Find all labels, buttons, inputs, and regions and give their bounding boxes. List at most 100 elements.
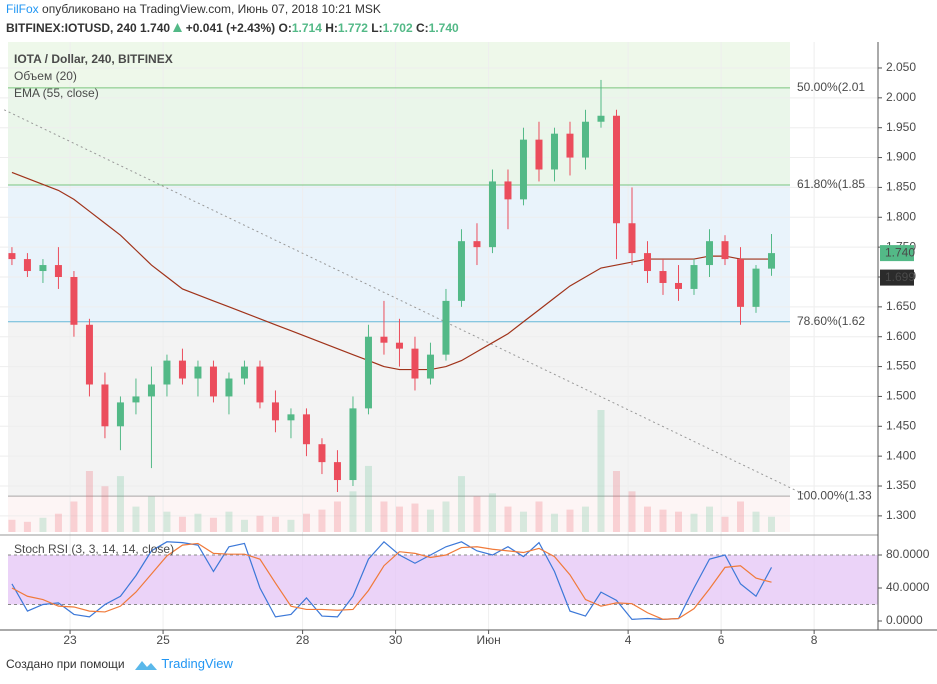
- last: 1.740: [140, 21, 171, 35]
- volume-bar: [194, 513, 202, 532]
- y-tick-label: 80.0000: [886, 547, 930, 561]
- candle-body: [209, 366, 217, 397]
- candle-body: [271, 402, 279, 421]
- volume-bar: [768, 516, 776, 532]
- legend-entry: IOTA / Dollar, 240, BITFINEX: [14, 52, 173, 66]
- open: 1.714: [291, 21, 322, 35]
- y-tick-label: 1.900: [886, 150, 916, 164]
- chart: 2.0502.0001.9501.9001.8501.8001.7501.700…: [0, 42, 937, 647]
- volume-bar: [457, 476, 465, 532]
- candle-body: [628, 223, 636, 254]
- volume-bar: [643, 506, 651, 532]
- volume-bar: [8, 519, 16, 532]
- candle-body: [85, 324, 93, 385]
- candle-body: [690, 265, 698, 289]
- candle-body: [101, 384, 109, 427]
- candle-body: [659, 271, 667, 283]
- stoch-line: [11, 542, 772, 620]
- candle-body: [597, 115, 605, 122]
- candle-body: [194, 366, 202, 379]
- volume-bar: [70, 501, 78, 532]
- fib-label: 61.80%(1.85: [797, 177, 865, 191]
- candle-body: [178, 360, 186, 379]
- volume-bar: [426, 509, 434, 532]
- volume-bar: [705, 506, 713, 532]
- y-tick-label: 1.400: [886, 448, 916, 462]
- volume-bar: [519, 511, 527, 532]
- candle-body: [364, 336, 372, 409]
- volume-bar: [54, 513, 62, 532]
- candle-body: [132, 396, 140, 403]
- candle-body: [752, 268, 760, 307]
- candle-body: [674, 282, 682, 289]
- volume-bar: [271, 516, 279, 532]
- volume-bar: [132, 506, 140, 532]
- volume-bar: [23, 521, 31, 532]
- candle-body: [287, 414, 295, 421]
- fib-zone: [8, 496, 790, 532]
- candle-body: [225, 378, 233, 397]
- y-tick-label: 1.550: [886, 359, 916, 373]
- low: 1.702: [382, 21, 413, 35]
- volume-bar: [566, 509, 574, 532]
- author[interactable]: FilFox: [6, 2, 39, 16]
- y-tick-label: 1.850: [886, 180, 916, 194]
- candle-body: [721, 241, 729, 260]
- x-tick-label: 23: [63, 633, 77, 647]
- candle-body: [333, 462, 341, 481]
- close-label: C:: [415, 21, 429, 35]
- fib-label: 50.00%(2.01: [797, 80, 865, 94]
- candle-body: [302, 414, 310, 445]
- candle-body: [457, 241, 465, 301]
- volume-bar: [752, 511, 760, 532]
- candle-body: [411, 348, 419, 379]
- candle-body: [380, 336, 388, 343]
- volume-bar: [364, 465, 372, 532]
- x-tick-label: 25: [156, 633, 170, 647]
- candle-body: [147, 384, 155, 397]
- volume-bar: [287, 519, 295, 532]
- volume-bar: [737, 501, 745, 532]
- x-tick-label: 6: [718, 633, 725, 647]
- candle-body: [550, 133, 558, 170]
- volume-bar: [85, 471, 93, 532]
- volume-bar: [550, 513, 558, 532]
- low-label: L:: [371, 21, 383, 35]
- volume-bar: [504, 506, 512, 532]
- candle-body: [768, 253, 776, 269]
- fib-label: 100.00%(1.33: [797, 488, 872, 502]
- candle-body: [256, 366, 264, 403]
- fib-label: 78.60%(1.62: [797, 314, 865, 328]
- candle-body: [473, 241, 481, 248]
- volume-bar: [674, 511, 682, 532]
- y-tick-label: 2.000: [886, 90, 916, 104]
- candle-body: [23, 259, 31, 272]
- volume-bar: [209, 517, 217, 532]
- x-tick-label: 30: [389, 633, 403, 647]
- price-tag-label: 1.740: [885, 245, 915, 259]
- brand[interactable]: TradingView: [161, 656, 233, 671]
- volume-bar: [395, 506, 403, 532]
- high-label: H:: [325, 21, 338, 35]
- candle-body: [163, 360, 171, 385]
- volume-bar: [318, 509, 326, 532]
- volume-bar: [597, 410, 605, 532]
- volume-bar: [178, 516, 186, 532]
- y-tick-label: 1.950: [886, 120, 916, 134]
- candle-body: [519, 139, 527, 200]
- candle-body: [70, 276, 78, 325]
- y-tick-label: 40.0000: [886, 580, 930, 594]
- volume-bar: [535, 501, 543, 532]
- y-tick-label: 1.500: [886, 389, 916, 403]
- high: 1.772: [337, 21, 368, 35]
- y-tick-label: 1.800: [886, 209, 916, 223]
- volume-bar: [411, 503, 419, 532]
- stoch-line: [11, 540, 773, 620]
- up-arrow: [173, 23, 183, 32]
- volume-bar: [612, 471, 620, 532]
- change: +0.041 (+2.43%): [185, 21, 276, 35]
- candle-body: [54, 265, 62, 277]
- candle-body: [442, 300, 450, 355]
- stoch-title: Stoch RSI (3, 3, 14, 14, close): [14, 542, 174, 556]
